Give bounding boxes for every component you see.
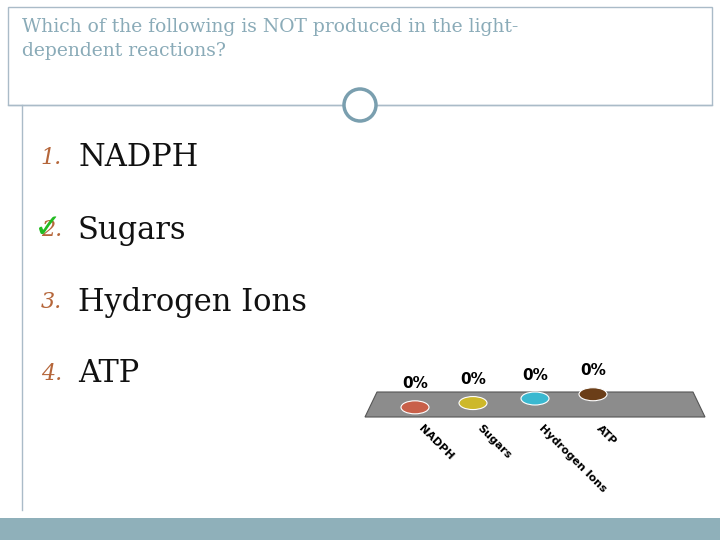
Text: Sugars: Sugars <box>78 214 186 246</box>
Text: ATP: ATP <box>78 359 139 389</box>
Text: 0%: 0% <box>402 376 428 392</box>
Text: 0%: 0% <box>460 372 486 387</box>
Text: Sugars: Sugars <box>475 423 513 461</box>
Text: dependent reactions?: dependent reactions? <box>22 42 226 60</box>
Text: Hydrogen Ions: Hydrogen Ions <box>78 287 307 318</box>
Ellipse shape <box>459 396 487 409</box>
Text: 3.: 3. <box>41 291 62 313</box>
Text: ATP: ATP <box>595 423 618 447</box>
Text: ✓: ✓ <box>34 212 62 245</box>
Text: NADPH: NADPH <box>78 143 198 173</box>
Text: Hydrogen Ions: Hydrogen Ions <box>537 423 608 494</box>
Bar <box>0 518 720 540</box>
FancyBboxPatch shape <box>8 7 712 105</box>
Text: Which of the following is NOT produced in the light-: Which of the following is NOT produced i… <box>22 18 518 36</box>
Text: 1.: 1. <box>41 147 62 169</box>
Text: 2.: 2. <box>41 219 62 241</box>
Ellipse shape <box>401 401 429 414</box>
Ellipse shape <box>521 392 549 405</box>
Ellipse shape <box>579 388 607 401</box>
Text: 0%: 0% <box>580 363 606 378</box>
Text: 4.: 4. <box>41 363 62 385</box>
Text: NADPH: NADPH <box>417 423 456 462</box>
Polygon shape <box>365 392 705 417</box>
Circle shape <box>344 89 376 121</box>
Text: 0%: 0% <box>522 368 548 382</box>
